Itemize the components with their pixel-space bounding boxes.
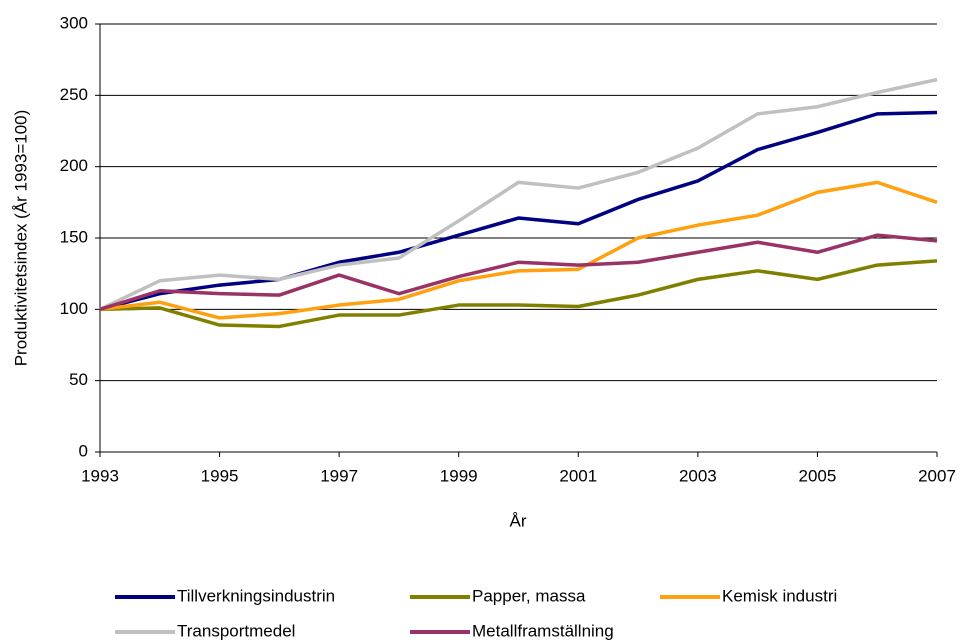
series-line <box>99 180 938 320</box>
series-line <box>99 110 938 312</box>
x-tick-label: 2001 <box>559 466 597 485</box>
y-tick-label: 150 <box>60 227 88 246</box>
series-line <box>99 77 938 311</box>
x-tick-label: 1993 <box>81 466 119 485</box>
y-tick-label: 300 <box>60 13 88 32</box>
x-tick-label: 1997 <box>320 466 358 485</box>
y-tick-label: 200 <box>60 156 88 175</box>
legend-label: Transportmedel <box>177 621 295 640</box>
legend-label: Kemisk industri <box>722 586 837 605</box>
y-tick-label: 100 <box>60 299 88 318</box>
y-tick-label: 0 <box>79 441 88 460</box>
x-tick-label: 1995 <box>201 466 239 485</box>
x-tick-label: 1999 <box>440 466 478 485</box>
x-tick-label: 2005 <box>799 466 837 485</box>
y-axis-title: Produktivitetsindex (År 1993=100) <box>11 110 30 367</box>
series-line <box>99 259 938 329</box>
legend-label: Tillverkningsindustrin <box>177 586 335 605</box>
x-tick-label: 2007 <box>918 466 956 485</box>
legend-label: Metallframställning <box>472 621 614 640</box>
series-line <box>99 233 938 312</box>
x-axis-title: År <box>510 511 527 530</box>
y-tick-label: 250 <box>60 85 88 104</box>
x-tick-label: 2003 <box>679 466 717 485</box>
y-tick-label: 50 <box>69 370 88 389</box>
legend-label: Papper, massa <box>472 586 586 605</box>
